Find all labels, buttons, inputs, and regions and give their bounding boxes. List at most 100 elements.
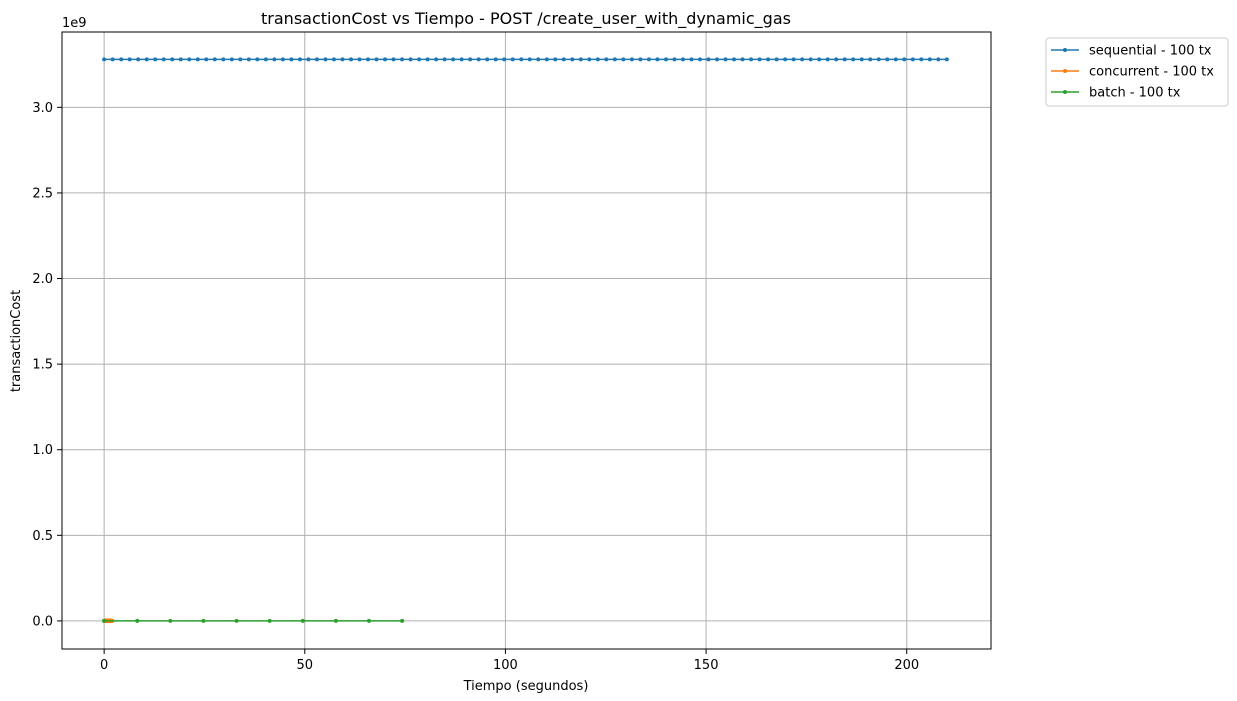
legend: sequential - 100 tx concurrent - 100 tx ba… — [1045, 37, 1229, 107]
data-point — [800, 57, 805, 62]
legend-marker — [1063, 48, 1067, 52]
data-point — [519, 57, 524, 62]
data-point — [629, 57, 634, 62]
data-point — [357, 57, 362, 62]
data-point — [544, 57, 549, 62]
data-point — [272, 57, 277, 62]
series-layer — [102, 57, 949, 623]
data-point — [476, 57, 481, 62]
legend-entry: batch - 100 tx — [1089, 86, 1181, 101]
data-point — [493, 57, 498, 62]
data-point — [578, 57, 583, 62]
data-point — [842, 57, 847, 62]
x-tick-label: 50 — [297, 658, 314, 673]
data-point — [851, 57, 856, 62]
y-tick-label: 1.5 — [32, 358, 53, 373]
data-point — [723, 57, 728, 62]
data-point — [612, 57, 617, 62]
data-point — [706, 57, 711, 62]
data-point — [110, 57, 115, 62]
data-point — [621, 57, 626, 62]
data-point — [221, 57, 226, 62]
data-point — [297, 57, 302, 62]
data-point — [893, 57, 898, 62]
y-axis-label: transactionCost — [9, 290, 24, 392]
data-point — [536, 57, 541, 62]
data-point — [672, 57, 677, 62]
data-point — [570, 57, 575, 62]
legend-marker — [1063, 69, 1067, 73]
data-point — [885, 57, 890, 62]
data-point — [808, 57, 813, 62]
data-point — [715, 57, 720, 62]
data-point — [246, 57, 251, 62]
data-point — [825, 57, 830, 62]
data-point — [153, 57, 158, 62]
data-point — [102, 618, 107, 623]
data-point — [655, 57, 660, 62]
data-point — [144, 57, 149, 62]
x-tick-label: 200 — [894, 658, 919, 673]
y-tick-label: 2.5 — [32, 186, 53, 201]
data-point — [314, 57, 319, 62]
data-point — [783, 57, 788, 62]
data-point — [383, 57, 388, 62]
x-axis-ticks: 0 50 100 150 200 — [100, 649, 919, 673]
data-point — [238, 57, 243, 62]
data-point — [502, 57, 507, 62]
data-point — [527, 57, 532, 62]
data-point — [434, 57, 439, 62]
data-point — [876, 57, 881, 62]
data-point — [408, 57, 413, 62]
y-tick-label: 2.0 — [32, 272, 53, 287]
data-point — [459, 57, 464, 62]
data-point — [817, 57, 822, 62]
data-point — [910, 57, 915, 62]
data-point — [834, 57, 839, 62]
data-point — [136, 57, 141, 62]
data-point — [187, 57, 192, 62]
data-point — [374, 57, 379, 62]
data-point — [201, 618, 206, 623]
data-point — [646, 57, 651, 62]
data-point — [510, 57, 515, 62]
data-point — [919, 57, 924, 62]
data-point — [323, 57, 328, 62]
series-batch — [102, 618, 405, 623]
data-point — [757, 57, 762, 62]
y-tick-label: 0.5 — [32, 529, 53, 544]
data-point — [204, 57, 209, 62]
legend-entry: concurrent - 100 tx — [1089, 65, 1214, 80]
data-point — [263, 57, 268, 62]
data-point — [774, 57, 779, 62]
data-point — [689, 57, 694, 62]
data-point — [604, 57, 609, 62]
y-tick-label: 3.0 — [32, 101, 53, 116]
data-point — [468, 57, 473, 62]
grid — [62, 32, 991, 649]
data-point — [331, 57, 336, 62]
data-point — [587, 57, 592, 62]
data-point — [234, 618, 239, 623]
x-tick-label: 0 — [100, 658, 108, 673]
data-point — [936, 57, 941, 62]
data-point — [638, 57, 643, 62]
data-point — [553, 57, 558, 62]
x-tick-label: 100 — [493, 658, 518, 673]
data-point — [425, 57, 430, 62]
data-point — [135, 618, 140, 623]
data-point — [485, 57, 490, 62]
data-point — [229, 57, 234, 62]
y-tick-label: 1.0 — [32, 443, 53, 458]
data-point — [168, 618, 173, 623]
data-point — [119, 57, 124, 62]
data-point — [902, 57, 907, 62]
data-point — [663, 57, 668, 62]
chart-title: transactionCost vs Tiempo - POST /create… — [261, 9, 791, 29]
data-point — [749, 57, 754, 62]
data-point — [791, 57, 796, 62]
x-tick-label: 150 — [694, 658, 719, 673]
y-offset-label: 1e9 — [62, 16, 87, 31]
